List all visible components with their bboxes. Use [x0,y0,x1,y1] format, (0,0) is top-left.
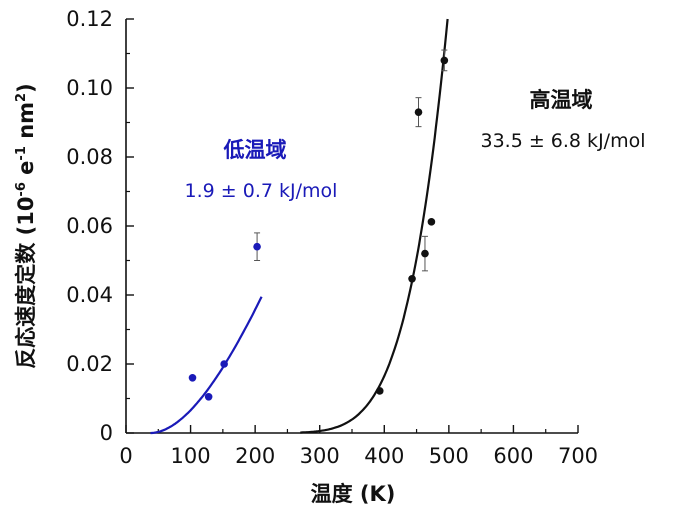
y-tick-label: 0.02 [66,352,113,376]
y-tick-label: 0.12 [66,7,113,31]
y-tick-label: 0 [100,421,113,445]
tick-labels: 0 100 200 300 400 500 600 700 0 0.02 0.04 0.06 0.08 0… [66,7,598,468]
data-point-high-temp [414,108,423,116]
y-axis-title-exp1: -6 [14,182,29,196]
y-axis-title-exp3: 2 [14,93,29,102]
x-tick-label: 100 [171,444,211,468]
x-tick-label: 200 [235,444,275,468]
low-temp-annotation-title: 低温域 [223,138,287,162]
data-point-high-temp [427,218,436,226]
y-axis-title-exp2: -1 [14,146,29,160]
high-temp-annotation-title: 高温域 [530,88,593,112]
x-tick-label: 600 [493,444,533,468]
x-axis-title: 温度 (K) [311,482,396,506]
data-point-high-temp [375,387,384,395]
y-axis-title: 反応速度定数 (10-6 e-1 nm2) [14,83,38,368]
high-temp-annotation-value: 33.5 ± 6.8 kJ/mol [481,130,646,152]
data-point-high-temp [440,56,449,65]
y-tick-label: 0.10 [66,76,113,100]
x-tick-label: 400 [364,444,404,468]
y-tick-label: 0.04 [66,283,113,307]
x-tick-label: 700 [558,444,598,468]
fit-curve-low-temp [150,296,263,435]
data-point-low-temp [204,392,213,401]
y-tick-label: 0.06 [66,214,113,238]
x-tick-label: 0 [119,444,132,468]
fit-curve-high-temp [300,18,449,434]
data-point-high-temp [408,274,416,283]
tick-marks [125,18,579,434]
low-temp-annotation-value: 1.9 ± 0.7 kJ/mol [185,180,338,202]
x-tick-label: 500 [429,444,469,468]
y-axis-title-mid: e [14,161,38,183]
y-axis-title-end: ) [14,83,38,93]
x-tick-label: 300 [300,444,340,468]
data-point-low-temp [253,242,261,251]
y-tick-label: 0.08 [66,145,113,169]
y-axis-title-group: 反応速度定数 (10-6 e-1 nm2) [14,83,38,368]
data-point-low-temp [220,360,228,368]
data-point-high-temp [421,249,429,258]
axes [125,19,578,434]
y-axis-title-mid2: nm [14,102,38,146]
fit-curves [150,18,449,435]
data-points [188,49,449,401]
y-axis-title-main: 反応速度定数 (10 [14,197,38,369]
data-point-low-temp [188,374,197,382]
